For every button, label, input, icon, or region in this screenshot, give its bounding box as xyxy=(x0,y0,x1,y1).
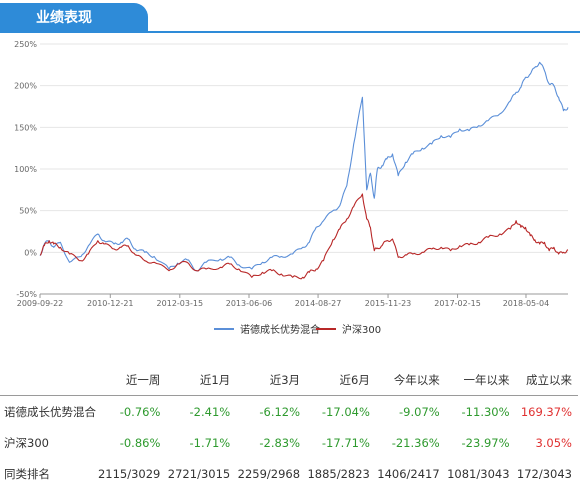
table-cell: 3.05% xyxy=(516,427,578,458)
table-cell: -11.30% xyxy=(446,396,516,428)
x-tick-label: 2010-12-21 xyxy=(87,299,134,308)
table-header-cell: 近3月 xyxy=(236,364,306,396)
table-header-cell: 近1月 xyxy=(166,364,236,396)
table-cell: -0.86% xyxy=(97,427,167,458)
section-title: 业绩表现 xyxy=(36,10,92,26)
x-tick-label: 2014-08-27 xyxy=(295,299,342,308)
y-tick-label: 50% xyxy=(19,207,37,216)
performance-table: 近一周近1月近3月近6月今年以来一年以来成立以来 诺德成长优势混合-0.76%-… xyxy=(0,364,578,489)
y-tick-label: 100% xyxy=(14,165,37,174)
table-header-cell: 一年以来 xyxy=(446,364,516,396)
x-tick-label: 2013-06-06 xyxy=(226,299,273,308)
table-row: 诺德成长优势混合-0.76%-2.41%-6.12%-17.04%-9.07%-… xyxy=(0,396,578,428)
table-cell: -2.83% xyxy=(236,427,306,458)
table-cell: -17.71% xyxy=(306,427,376,458)
table-cell: -1.71% xyxy=(166,427,236,458)
legend-label-fund: 诺德成长优势混合 xyxy=(240,321,320,336)
table-cell: -21.36% xyxy=(376,427,446,458)
x-tick-label: 2017-02-15 xyxy=(434,299,481,308)
legend-item-index[interactable]: 沪深300 xyxy=(316,321,381,336)
x-tick-label: 2012-03-15 xyxy=(157,299,204,308)
table-cell: 1081/3043 xyxy=(446,458,516,489)
row-label: 沪深300 xyxy=(0,427,97,458)
table-cell: -17.04% xyxy=(306,396,376,428)
table-cell: 172/3043 xyxy=(516,458,578,489)
chart-legend: 诺德成长优势混合 沪深300 xyxy=(0,321,580,335)
table-header-cell: 今年以来 xyxy=(376,364,446,396)
table-cell: -6.12% xyxy=(236,396,306,428)
x-tick-label: 2009-09-22 xyxy=(17,299,64,308)
table-header-cell: 成立以来 xyxy=(516,364,578,396)
series-line-index xyxy=(40,194,568,279)
y-tick-label: 200% xyxy=(14,82,37,91)
legend-label-index: 沪深300 xyxy=(342,321,381,336)
legend-line-index xyxy=(316,328,336,330)
performance-line-chart: 250% 200% 150% 100% 50% 0% -50%2009-09-22 2010-… xyxy=(0,34,580,320)
table-header-cell: 近一周 xyxy=(97,364,167,396)
row-label: 诺德成长优势混合 xyxy=(0,396,97,428)
table-cell: 169.37% xyxy=(516,396,578,428)
table-cell: -2.41% xyxy=(166,396,236,428)
table-cell: 2721/3015 xyxy=(166,458,236,489)
table-header-blank xyxy=(0,364,97,396)
x-tick-label: 2018-05-04 xyxy=(503,299,550,308)
section-title-tab: 业绩表现 xyxy=(0,3,148,33)
table-cell: 2115/3029 xyxy=(97,458,167,489)
table-cell: 1406/2417 xyxy=(376,458,446,489)
table-cell: -9.07% xyxy=(376,396,446,428)
y-tick-label: 150% xyxy=(14,123,37,132)
table-row: 沪深300-0.86%-1.71%-2.83%-17.71%-21.36%-23… xyxy=(0,427,578,458)
y-tick-label: 0% xyxy=(24,248,37,257)
table-body: 诺德成长优势混合-0.76%-2.41%-6.12%-17.04%-9.07%-… xyxy=(0,396,578,489)
y-tick-label: 250% xyxy=(14,40,37,49)
table-header-row: 近一周近1月近3月近6月今年以来一年以来成立以来 xyxy=(0,364,578,396)
legend-item-fund[interactable]: 诺德成长优势混合 xyxy=(214,321,320,336)
table-cell: 2259/2968 xyxy=(236,458,306,489)
x-tick-label: 2015-11-23 xyxy=(365,299,412,308)
table-header-cell: 近6月 xyxy=(306,364,376,396)
series-line-fund xyxy=(40,62,568,271)
table-cell: -23.97% xyxy=(446,427,516,458)
legend-line-fund xyxy=(214,328,234,330)
row-label: 同类排名 xyxy=(0,458,97,489)
y-tick-label: -50% xyxy=(16,290,37,299)
table-cell: -0.76% xyxy=(97,396,167,428)
table-cell: 1885/2823 xyxy=(306,458,376,489)
